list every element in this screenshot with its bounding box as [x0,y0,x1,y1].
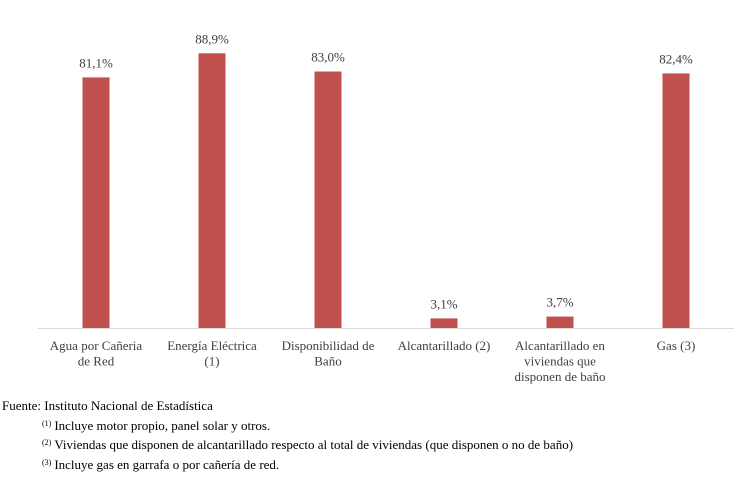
bar-1 [82,77,110,329]
category-label-line: Energía Eléctrica [167,338,257,353]
category-label-3: Disponibilidad de Baño [282,338,375,369]
footnote-1-marker: (1) [42,418,52,428]
data-label-6: 82,4% [659,51,693,66]
footnote-2-text: Viviendas que disponen de alcantarillado… [54,437,574,452]
category-label-line: (1) [204,354,219,369]
category-label-line: de Red [78,354,115,369]
bar-5 [546,316,574,328]
footnote-3-marker: (3) [42,457,52,467]
data-label-4: 3,1% [430,296,457,311]
data-label-3: 83,0% [311,50,345,65]
category-label-line: viviendas que [524,354,596,369]
footnote-2: (2) Viviendas que disponen de alcantarill… [2,434,737,454]
footnote-1-text: Incluye motor propio, panel solar y otro… [54,417,271,433]
category-label-line: Gas (3) [657,338,696,353]
source-label: Fuente: Instituto Nacional de Estadístic… [2,398,213,413]
footnote-1: (1) Incluye motor propio, panel solar y o… [2,415,737,435]
category-label-1: Agua por Cañeria de Red [50,338,143,369]
bar-2 [198,53,226,329]
footnote-3-text: Incluye gas en garrafa o por cañería de … [54,456,280,472]
footnote-3: (3) Incluye gas en garrafa o por cañería … [2,454,737,474]
bar-3 [314,71,342,328]
category-label-line: Baño [314,354,341,369]
data-label-2: 88,9% [195,31,229,46]
bar-6 [662,73,690,329]
data-label-5: 3,7% [546,295,573,310]
bar-4 [430,318,458,328]
source-block: Fuente: Instituto Nacional de Estadístic… [2,397,737,473]
footnote-2-marker: (2) [42,438,52,447]
category-label-line: Disponibilidad de [282,338,375,353]
category-label-line: disponen de baño [515,369,606,384]
category-label-6: Gas (3) [657,338,696,353]
category-label-line: Alcantarillado (2) [398,338,491,353]
category-label-line: Agua por Cañeria [50,338,143,353]
category-label-5: Alcantarillado en viviendas que disponen d… [515,338,606,384]
category-label-4: Alcantarillado (2) [398,338,491,353]
category-label-2: Energía Eléctrica (1) [167,338,257,369]
data-label-1: 81,1% [79,55,113,70]
category-label-line: Alcantarillado en [515,338,605,353]
